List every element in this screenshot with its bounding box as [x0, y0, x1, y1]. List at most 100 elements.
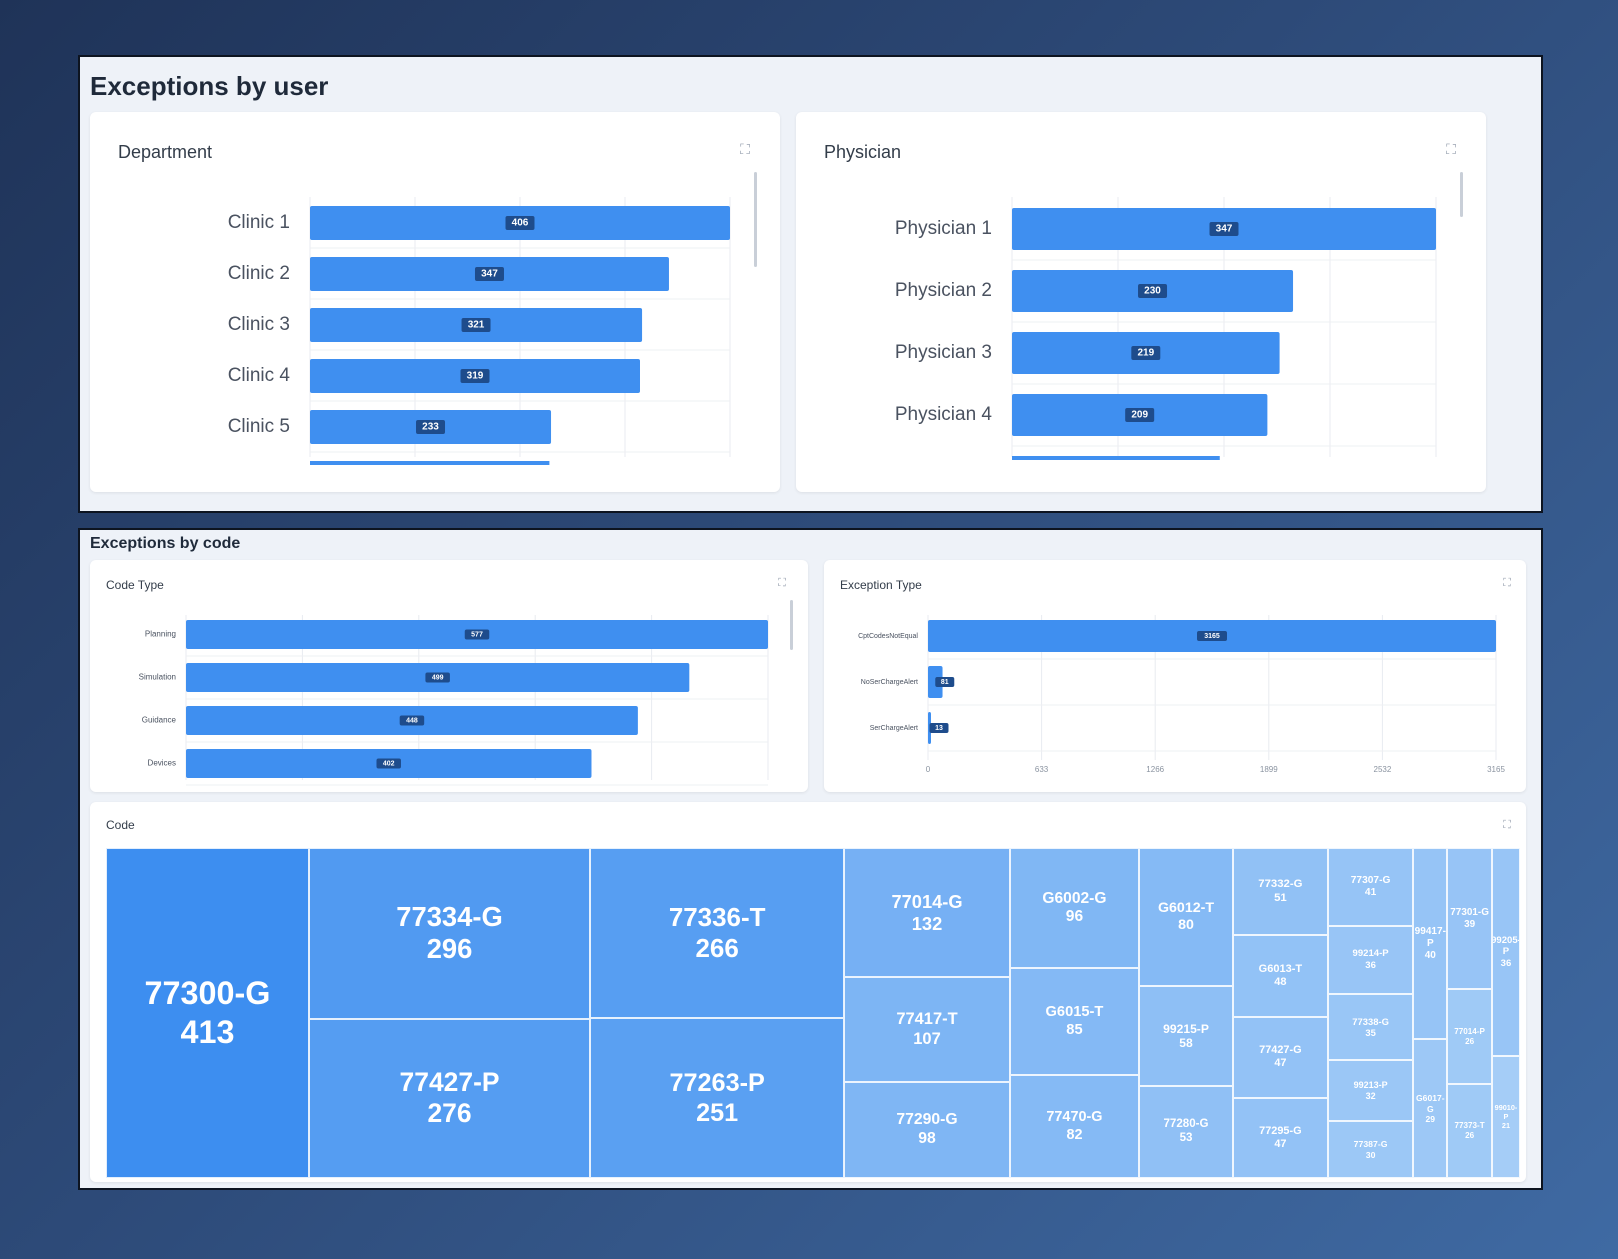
physician-bar-chart: Physician 1 347 Physician 2 230 Physician 3 2…	[895, 197, 1437, 460]
tile-value: 26	[1465, 1130, 1475, 1140]
tile-label: G6013-T	[1258, 962, 1303, 975]
value-label: 448	[406, 717, 418, 724]
tile-label: 99010-P	[1494, 1103, 1518, 1121]
exceptions-by-code-section: Exceptions by code Code Type ⛶ Planning 5…	[78, 528, 1543, 1190]
exception-type-bar-chart: CptCodesNotEqual 3165 NoSerChargeAlert 81 Se…	[858, 615, 1505, 774]
expand-icon[interactable]: ⛶	[1503, 577, 1511, 589]
category-label: CptCodesNotEqual	[858, 633, 918, 640]
treemap-tile[interactable]: 77336-T 266	[590, 848, 845, 1018]
section-title: Exceptions by user	[90, 71, 329, 101]
treemap-tile[interactable]: G6002-G 96	[1009, 848, 1140, 969]
value-badge	[399, 715, 425, 726]
value-label: 499	[432, 674, 444, 681]
value-badge	[1125, 408, 1155, 422]
tick-label: 0	[926, 765, 931, 774]
tile-label: 77427-G	[1259, 1044, 1302, 1057]
tile-label: G6017-G	[1416, 1093, 1445, 1114]
treemap-tile[interactable]: 77280-G 53	[1139, 1086, 1233, 1178]
treemap-tile[interactable]: 77300-G 413	[106, 848, 309, 1178]
scrollbar[interactable]	[790, 600, 793, 650]
value-badge	[1197, 631, 1227, 641]
tick-label: 2532	[1374, 765, 1392, 774]
treemap-tile[interactable]: 99213-P 32	[1327, 1060, 1414, 1122]
value-label: 347	[1216, 224, 1233, 235]
tile-label: 77280-G	[1163, 1118, 1209, 1131]
code-card: Code ⛶ 77300-G 413 77334-G 296 77427-P 276 773…	[90, 802, 1526, 1182]
tile-label: 77332-G	[1258, 877, 1303, 890]
expand-icon[interactable]: ⛶	[740, 141, 750, 157]
expand-icon[interactable]: ⛶	[1503, 819, 1511, 831]
tile-value: 26	[1465, 1036, 1475, 1046]
treemap-tile[interactable]: 77334-G 296	[308, 848, 591, 1019]
tile-value: 276	[427, 1098, 472, 1129]
value-label: 233	[422, 422, 439, 433]
tile-label: 77014-G	[891, 890, 963, 912]
scrollbar[interactable]	[754, 172, 757, 267]
treemap-tile[interactable]: 77387-G 30	[1327, 1121, 1414, 1178]
value-label: 13	[935, 725, 943, 732]
tile-label: 99417-P	[1414, 925, 1446, 949]
physician-card: Physician ⛶ Physician 1 347 Physician 2 230…	[796, 112, 1486, 492]
code-treemap: 77300-G 413 77334-G 296 77427-P 276 77336-T 266…	[106, 848, 1520, 1178]
code-type-bar-chart: Planning 577 Simulation 499 Guidance 448 Devic…	[139, 615, 769, 786]
category-label: Guidance	[142, 716, 177, 725]
treemap-tile[interactable]: 77373-T 26	[1447, 1083, 1492, 1178]
treemap-tile[interactable]: 77295-G 47	[1232, 1097, 1328, 1178]
tile-value: 39	[1464, 918, 1476, 930]
treemap-tile[interactable]: 99417-P 40	[1413, 848, 1448, 1040]
category-label: Devices	[148, 759, 176, 768]
treemap-tile[interactable]: 77427-P 276	[308, 1018, 591, 1178]
treemap-tile[interactable]: 99215-P 58	[1139, 986, 1233, 1087]
category-label: Clinic 3	[228, 314, 290, 335]
treemap-tile[interactable]: 77470-G 82	[1009, 1075, 1140, 1178]
tick-label: 1899	[1260, 765, 1278, 774]
expand-icon[interactable]: ⛶	[1446, 141, 1456, 157]
tile-value: 30	[1365, 1149, 1376, 1160]
treemap-tile[interactable]: 77332-G 51	[1232, 848, 1328, 936]
value-label: 209	[1131, 410, 1148, 421]
tile-label: 77427-P	[399, 1066, 500, 1097]
value-badge	[1209, 222, 1239, 236]
tile-label: 77387-G	[1353, 1139, 1388, 1150]
treemap-tile[interactable]: 99010-P 21	[1491, 1056, 1520, 1178]
value-badge	[935, 677, 955, 687]
card-title: Code	[106, 818, 135, 832]
treemap-tile[interactable]: 77290-G 98	[844, 1082, 1010, 1178]
treemap-tile[interactable]: 77014-G 132	[844, 848, 1010, 978]
expand-icon[interactable]: ⛶	[778, 577, 786, 589]
exception-type-card: Exception Type ⛶ CptCodesNotEqual 3165 NoS…	[824, 560, 1526, 792]
tile-value: 21	[1501, 1120, 1511, 1130]
treemap-tile[interactable]: 99214-P 36	[1327, 925, 1414, 995]
category-label: SerChargeAlert	[870, 725, 918, 732]
treemap-tile[interactable]: 77307-G 41	[1327, 848, 1414, 926]
value-label: 3165	[1204, 633, 1220, 640]
treemap-tile[interactable]: 77014-P 26	[1447, 989, 1492, 1084]
treemap-tile[interactable]: 77427-G 47	[1232, 1017, 1328, 1098]
tile-label: 77417-T	[896, 1009, 958, 1028]
treemap-tile[interactable]: 99205-P 36	[1491, 848, 1520, 1057]
value-label: 81	[941, 679, 949, 686]
treemap-tile[interactable]: 77417-T 107	[844, 977, 1010, 1083]
treemap-tile[interactable]: G6015-T 85	[1009, 968, 1140, 1076]
value-badge	[464, 629, 490, 640]
treemap-tile[interactable]: G6012-T 80	[1139, 848, 1233, 987]
tile-value: 47	[1274, 1137, 1287, 1150]
tile-value: 85	[1066, 1021, 1083, 1038]
tile-value: 35	[1365, 1027, 1376, 1039]
treemap-tile[interactable]: G6017-G 29	[1413, 1039, 1448, 1178]
treemap-tile[interactable]: 77338-G 35	[1327, 994, 1414, 1061]
scrollbar[interactable]	[1460, 172, 1463, 217]
tile-value: 413	[180, 1014, 235, 1050]
treemap-tile[interactable]: 77263-P 251	[590, 1017, 845, 1178]
value-label: 347	[481, 269, 498, 280]
value-badge	[376, 758, 401, 769]
value-label: 321	[468, 320, 485, 331]
tile-label: G6015-T	[1045, 1004, 1104, 1021]
value-badge	[1138, 284, 1168, 298]
treemap-tile[interactable]: G6013-T 48	[1232, 935, 1328, 1018]
value-label: 577	[471, 631, 483, 638]
category-label: Clinic 1	[228, 212, 290, 233]
treemap-tile[interactable]: 77301-G 39	[1447, 848, 1492, 990]
category-label: Physician 2	[895, 280, 992, 301]
code-type-card: Code Type ⛶ Planning 577 Simulation 499 Guid…	[90, 560, 808, 792]
